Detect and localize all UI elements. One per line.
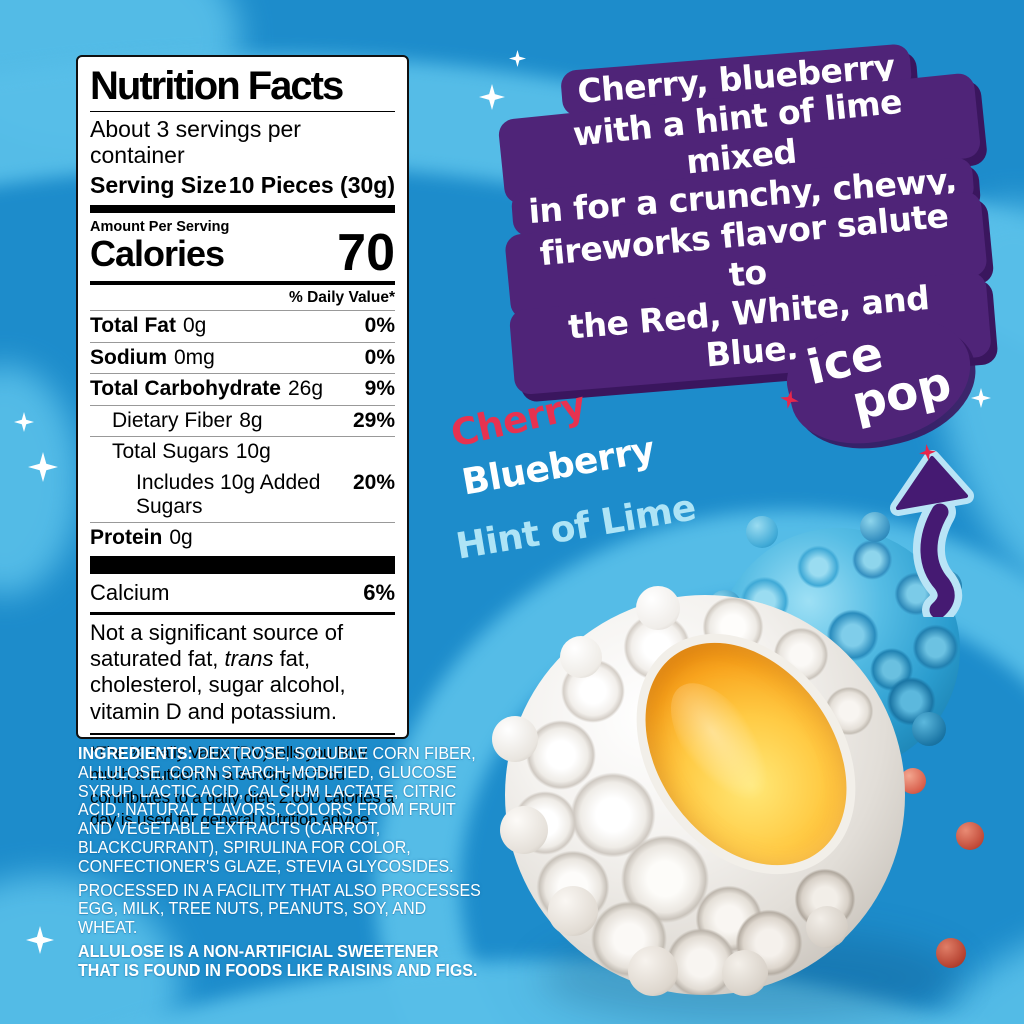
nutrient-row: Total Carbohydrate 26g 9% — [90, 373, 395, 405]
nutrient-row: Dietary Fiber 8g 29% — [90, 404, 395, 437]
candy-bump — [912, 712, 946, 746]
candy-bump — [492, 716, 538, 762]
nutrient-row: Total Fat 0g 0% — [90, 310, 395, 342]
sparkle-icon — [509, 50, 526, 67]
nutrient-row: Includes 10g Added Sugars 20% — [136, 470, 395, 518]
servings-per-container: About 3 servings per container — [90, 116, 301, 169]
medium-rule — [90, 281, 395, 286]
allulose-note: ALLULOSE IS A NON-ARTIFICIAL SWEETENER T… — [78, 940, 478, 980]
medium-rule — [90, 611, 395, 615]
amount-per-serving: Amount Per Serving — [90, 218, 230, 235]
allergen-statement: PROCESSED IN A FACILITY THAT ALSO PROCES… — [78, 879, 481, 938]
candy-bump — [560, 636, 602, 678]
thin-rule — [90, 733, 395, 735]
candy-bump — [806, 906, 848, 948]
not-significant-note: Not a significant source of saturated fa… — [90, 619, 346, 724]
ingredients-list: INGREDIENTS: DEXTROSE, SOLUBLE CORN FIBE… — [78, 743, 476, 876]
ingredients-block: INGREDIENTS: DEXTROSE, SOLUBLE CORN FIBE… — [78, 744, 484, 985]
nutrition-facts-label: Nutrition Facts About 3 servings per con… — [76, 55, 409, 829]
daily-value-footnote: *The % Daily Value (DV) tells you how mu… — [90, 742, 395, 830]
calcium-row: Calcium 6% — [90, 579, 395, 605]
candy-bump — [860, 512, 890, 542]
candy-bump — [628, 946, 678, 996]
thick-rule — [90, 204, 395, 213]
candy-bump — [722, 950, 768, 996]
serving-size-value: 10 Pieces (30g) — [228, 171, 395, 198]
sparkle-icon — [14, 412, 34, 432]
candy-bump — [746, 516, 778, 548]
sparkle-icon — [971, 388, 991, 408]
candy-bump — [936, 938, 966, 968]
sparkle-icon — [26, 926, 54, 954]
arrow-icon — [890, 450, 974, 617]
flavor-hint-of-lime: Hint of Lime — [453, 487, 699, 568]
calories-label: Calories — [90, 233, 225, 275]
candy-bump — [956, 822, 984, 850]
nutrition-title: Nutrition Facts — [90, 65, 395, 112]
candy-bump — [548, 886, 598, 936]
daily-value-header: % Daily Value* — [289, 289, 395, 307]
giant-rule — [90, 555, 395, 574]
nutrient-row: Total Sugars 10g — [90, 436, 395, 468]
calories-value: 70 — [337, 223, 395, 282]
nutrient-row: Sodium 0mg 0% — [90, 341, 395, 374]
candy-bump — [500, 806, 548, 854]
serving-size-label: Serving Size — [90, 171, 227, 198]
sparkle-icon — [28, 452, 58, 482]
nutrient-row: Protein 0g — [90, 522, 395, 554]
swirl-blob-left-mid — [0, 365, 80, 595]
candy-bump — [636, 586, 680, 630]
